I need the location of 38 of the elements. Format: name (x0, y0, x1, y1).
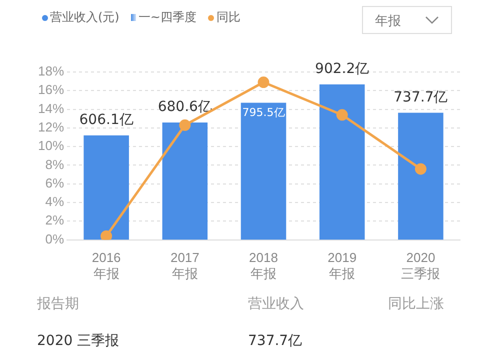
x-tick-label: 2017 年报 (170, 250, 200, 281)
text: 报告期 (37, 295, 79, 313)
bar (398, 112, 444, 240)
y-tick-label: 6% (45, 175, 64, 190)
x-tick-label: 2018 年报 (249, 250, 278, 281)
data-label: 606.1亿 (79, 112, 134, 128)
bar (240, 102, 286, 240)
data-label: 737.7亿 (394, 89, 448, 106)
data-label: 795.5亿 (242, 106, 285, 120)
text: 年报 (375, 13, 401, 30)
x-tick-label: 2019 年报 (328, 250, 357, 281)
x-tick-label: 2016 年报 (92, 250, 121, 281)
point (179, 119, 191, 131)
bar (162, 122, 208, 240)
y-tick-label: 4% (45, 194, 64, 210)
legend-label: 同比 (216, 9, 240, 26)
y-tick-label: 2% (45, 212, 64, 228)
bar (319, 84, 365, 240)
point (100, 230, 112, 240)
bar (84, 135, 129, 240)
data-label: 902.2亿 (315, 61, 370, 78)
y-tick-label: 16% (38, 82, 64, 98)
legend-label: 营业收入(元) (50, 9, 120, 26)
point (336, 109, 348, 121)
point (258, 76, 270, 88)
text: 737.7亿 (248, 332, 302, 350)
text: 营业收入 (248, 295, 304, 313)
y-tick-label: 14% (38, 100, 64, 116)
text: 同比上涨 (388, 295, 444, 313)
y-tick-label: 0% (45, 231, 64, 246)
y-tick-label: 8% (45, 156, 64, 172)
point (414, 163, 426, 175)
y-tick-label: 12% (38, 120, 64, 135)
text: 一~四季度 (138, 9, 196, 26)
y-tick-label: 18% (38, 64, 64, 79)
y-tick-label: 10% (38, 138, 64, 154)
text: 2020 三季报 (37, 332, 120, 350)
x-tick-label: 2020 三季报 (401, 250, 440, 281)
